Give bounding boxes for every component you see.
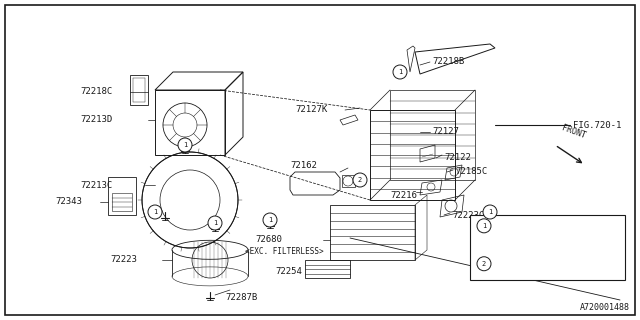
- Text: 1: 1: [398, 69, 402, 75]
- Text: 72223C: 72223C: [452, 211, 484, 220]
- Text: 72254: 72254: [275, 268, 302, 276]
- Text: 1: 1: [213, 220, 217, 226]
- Text: 72218C: 72218C: [80, 87, 112, 97]
- Circle shape: [483, 205, 497, 219]
- Text: 72185C: 72185C: [455, 167, 487, 177]
- Text: 2: 2: [358, 177, 362, 183]
- Circle shape: [477, 219, 491, 233]
- Text: 72122: 72122: [444, 154, 471, 163]
- Text: 1: 1: [183, 142, 187, 148]
- Circle shape: [208, 216, 222, 230]
- Text: 72213D: 72213D: [80, 116, 112, 124]
- Text: 72287B: 72287B: [225, 293, 257, 302]
- Bar: [470, 215, 625, 280]
- Text: 72216: 72216: [390, 190, 417, 199]
- Text: 72127: 72127: [432, 127, 459, 137]
- Circle shape: [353, 173, 367, 187]
- Circle shape: [393, 65, 407, 79]
- Text: 2: 2: [482, 261, 486, 267]
- Text: 1: 1: [153, 209, 157, 215]
- Text: 72223: 72223: [110, 255, 137, 265]
- Text: <EXC. FILTERLESS>: <EXC. FILTERLESS>: [245, 247, 324, 257]
- Text: A720001488: A720001488: [580, 303, 630, 313]
- Text: 1: 1: [488, 209, 492, 215]
- Text: 72343: 72343: [55, 197, 82, 206]
- Text: 73485: 73485: [504, 221, 531, 230]
- Circle shape: [477, 257, 491, 271]
- Text: 72680: 72680: [255, 236, 282, 244]
- Text: 72218B: 72218B: [432, 58, 464, 67]
- Circle shape: [263, 213, 277, 227]
- Text: 73532A<MANUAL>: 73532A<MANUAL>: [504, 243, 579, 252]
- Text: 1: 1: [268, 217, 272, 223]
- Text: 73533A<AUTO>: 73533A<AUTO>: [504, 265, 568, 274]
- Text: FRONT: FRONT: [560, 123, 587, 140]
- Text: 72162: 72162: [290, 161, 317, 170]
- Circle shape: [178, 138, 192, 152]
- Text: 72127K: 72127K: [295, 106, 327, 115]
- Text: FIG.720-1: FIG.720-1: [573, 121, 621, 130]
- Text: 72213C: 72213C: [80, 180, 112, 189]
- Circle shape: [148, 205, 162, 219]
- Text: 1: 1: [482, 223, 486, 229]
